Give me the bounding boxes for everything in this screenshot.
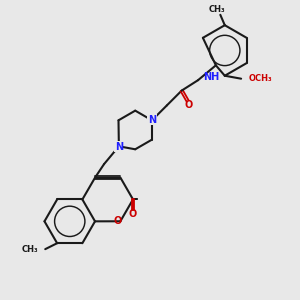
Text: O: O	[129, 209, 137, 219]
Text: O: O	[113, 216, 122, 226]
Text: N: N	[115, 142, 123, 152]
Text: OCH₃: OCH₃	[249, 74, 272, 83]
Text: O: O	[185, 100, 193, 110]
Text: NH: NH	[203, 72, 220, 82]
Text: N: N	[148, 115, 156, 125]
Text: CH₃: CH₃	[21, 245, 38, 254]
Text: CH₃: CH₃	[209, 5, 226, 14]
